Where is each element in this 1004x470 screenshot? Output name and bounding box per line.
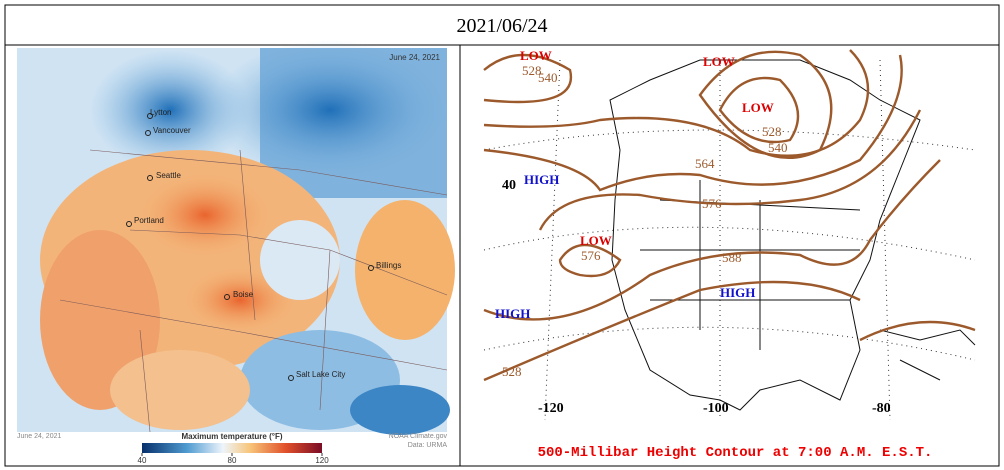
city-label: Boise — [233, 290, 254, 299]
pressure-label: HIGH — [524, 172, 559, 187]
contour-label: 528 — [762, 124, 782, 139]
table-border — [4, 4, 1000, 467]
longitude-label: -120 — [538, 401, 564, 416]
pressure-label: HIGH — [495, 306, 530, 321]
header-date: 2021/06/24 — [456, 15, 547, 37]
contour-label: 564 — [695, 156, 715, 171]
colorbar-title: Maximum temperature (°F) — [182, 432, 283, 441]
city-marker — [147, 113, 153, 119]
credit: NOAA Climate.gov — [389, 433, 448, 440]
map-date: June 24, 2021 — [389, 53, 440, 62]
contour-label: 528 — [502, 364, 522, 379]
pressure-label: LOW — [742, 100, 774, 115]
city-marker — [147, 175, 153, 181]
map-caption: 500-Millibar Height Contour at 7:00 A.M.… — [538, 445, 933, 461]
city-marker — [145, 130, 151, 136]
pressure-label: LOW — [580, 233, 612, 248]
contour-labels: 528 540 528 540 564 576 588 576 528 — [502, 63, 788, 379]
city-label: Seattle — [156, 171, 181, 180]
longitude-label: -80 — [872, 401, 891, 416]
contour-label: 576 — [702, 196, 722, 211]
city-label: Portland — [134, 216, 164, 225]
longitude-label: -100 — [703, 401, 729, 416]
pressure-label: LOW — [520, 48, 552, 63]
cities: Lytton Vancouver Seattle Portland Boise … — [126, 108, 401, 381]
city-marker — [224, 294, 230, 300]
temperature-map — [17, 40, 455, 435]
contour-label: 540 — [538, 70, 558, 85]
footer-date: June 24, 2021 — [17, 433, 61, 440]
city-marker — [288, 375, 294, 381]
colorbar-tick-label: 40 — [138, 456, 147, 465]
city-marker — [126, 221, 132, 227]
contour-label: 528 — [522, 63, 542, 78]
credit: Data: URMA — [408, 442, 448, 449]
contour-map — [483, 49, 976, 421]
city-label: Lytton — [150, 108, 172, 117]
contour-label: 588 — [722, 250, 742, 265]
colorbar-tick-label: 120 — [315, 456, 329, 465]
contour-label: 576 — [581, 248, 601, 263]
city-label: Vancouver — [153, 126, 191, 135]
colorbar-tick-label: 80 — [228, 456, 237, 465]
city-label: Salt Lake City — [296, 370, 345, 379]
city-label: Billings — [376, 261, 401, 270]
latitude-label: 40 — [502, 178, 516, 193]
pressure-label: HIGH — [720, 285, 755, 300]
colorbar — [142, 443, 322, 453]
pressure-label: LOW — [703, 54, 735, 69]
contour-label: 540 — [768, 140, 788, 155]
graticule-labels: 40 -120 -100 -80 — [502, 178, 891, 416]
city-marker — [368, 265, 374, 271]
pressure-labels: LOW LOW LOW LOW HIGH HIGH HIGH — [495, 48, 774, 321]
